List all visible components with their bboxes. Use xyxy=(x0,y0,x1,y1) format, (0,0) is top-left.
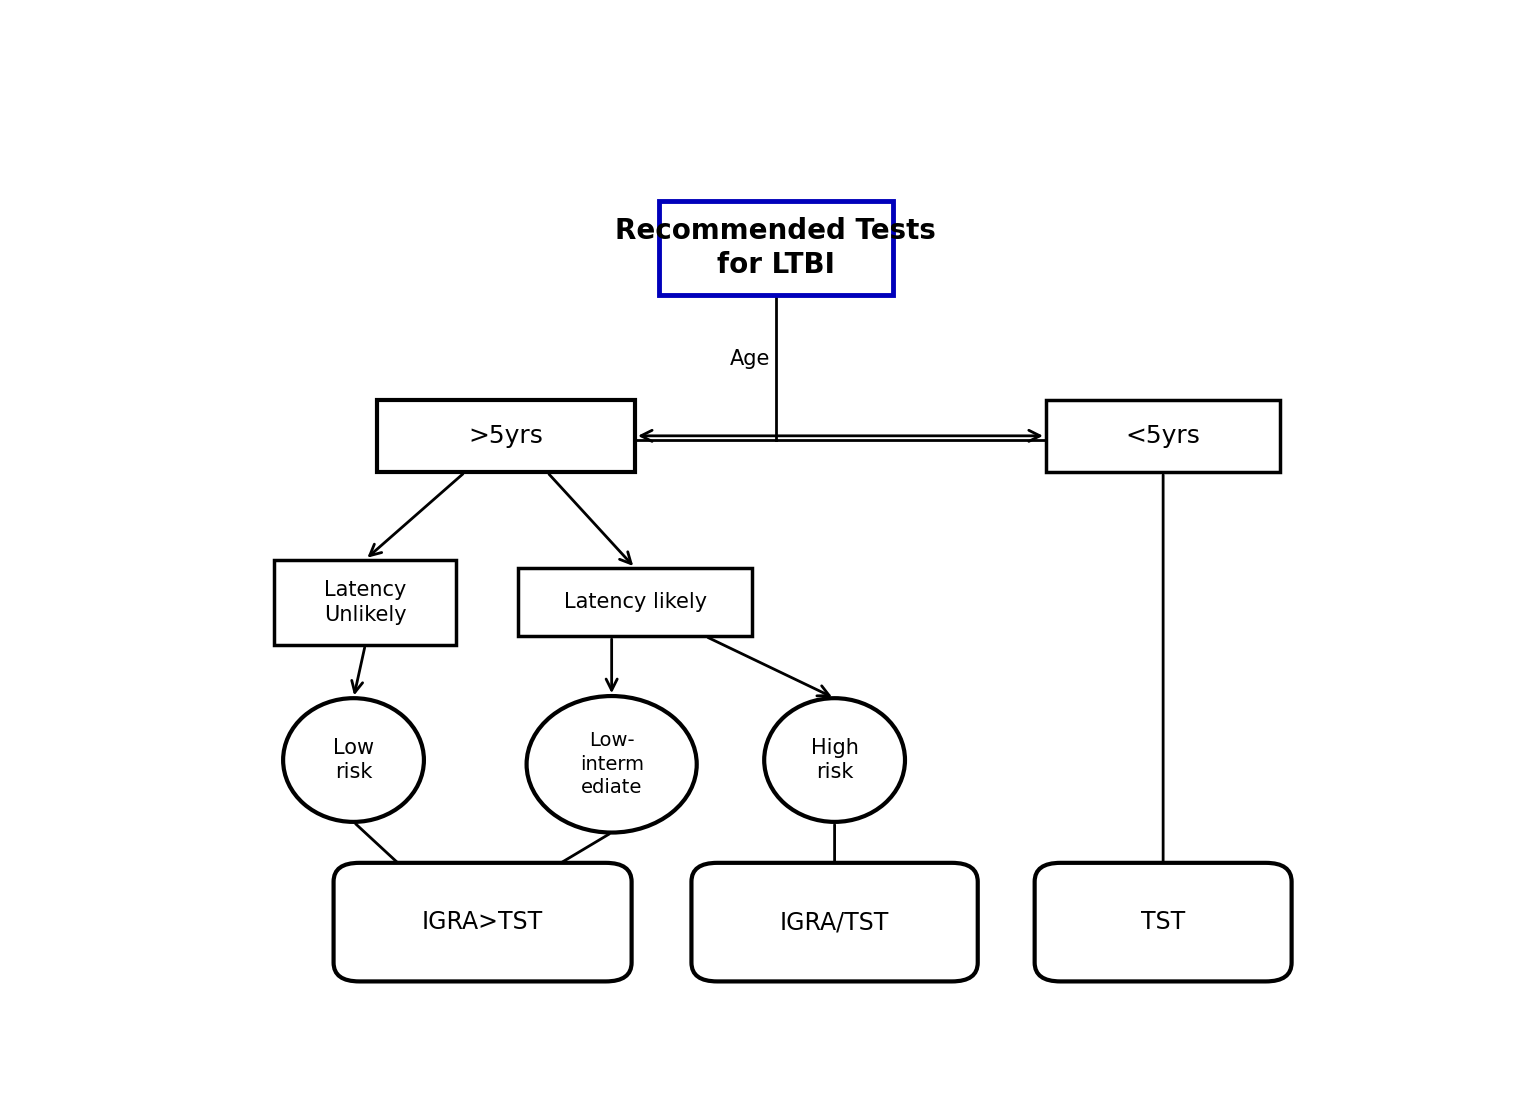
Text: Age: Age xyxy=(730,349,771,369)
Text: Recommended Tests
for LTBI: Recommended Tests for LTBI xyxy=(616,217,936,279)
Text: High
risk: High risk xyxy=(810,738,858,782)
Text: <5yrs: <5yrs xyxy=(1126,424,1201,448)
Text: Low-
interm
ediate: Low- interm ediate xyxy=(580,731,643,798)
FancyBboxPatch shape xyxy=(377,400,636,472)
Ellipse shape xyxy=(765,698,905,822)
Ellipse shape xyxy=(283,698,424,822)
Ellipse shape xyxy=(527,696,696,832)
Text: IGRA>TST: IGRA>TST xyxy=(422,910,544,934)
Text: TST: TST xyxy=(1142,910,1185,934)
FancyBboxPatch shape xyxy=(1034,863,1291,982)
FancyBboxPatch shape xyxy=(692,863,978,982)
FancyBboxPatch shape xyxy=(1046,400,1281,472)
Text: >5yrs: >5yrs xyxy=(469,424,544,448)
Text: Low
risk: Low risk xyxy=(333,738,374,782)
Text: Latency
Unlikely: Latency Unlikely xyxy=(324,579,407,625)
FancyBboxPatch shape xyxy=(274,560,456,645)
FancyBboxPatch shape xyxy=(659,202,893,295)
Text: Latency likely: Latency likely xyxy=(563,592,707,613)
FancyBboxPatch shape xyxy=(333,863,631,982)
Text: IGRA/TST: IGRA/TST xyxy=(780,910,889,934)
FancyBboxPatch shape xyxy=(518,568,752,636)
